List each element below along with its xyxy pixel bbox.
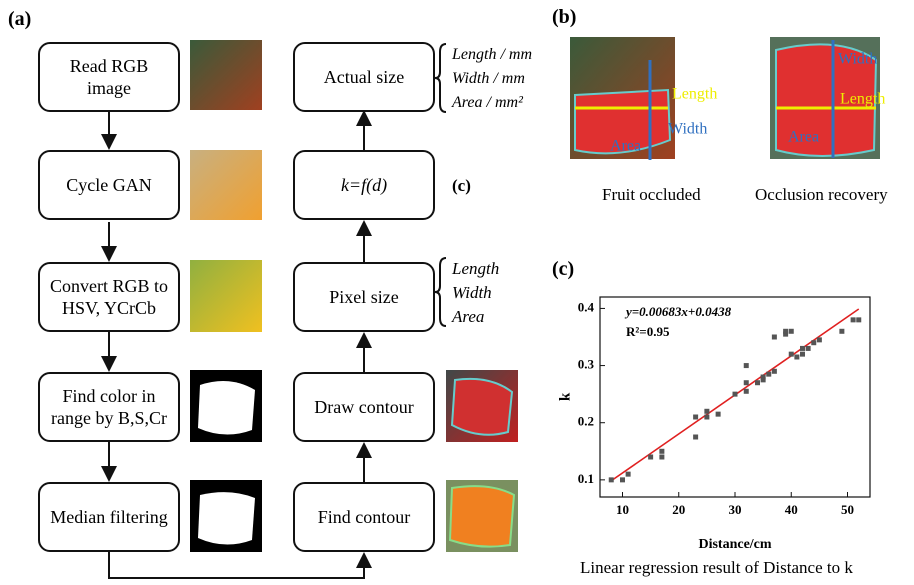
image-caption: Fruit occluded [602, 185, 701, 205]
x-tick-label: 50 [841, 502, 854, 517]
data-point [806, 346, 811, 351]
data-point [704, 409, 709, 414]
x-axis-label: Distance/cm [698, 537, 771, 552]
output-label: Length [452, 258, 499, 279]
data-point [856, 317, 861, 322]
y-tick-label: 0.2 [578, 414, 594, 429]
data-point [716, 412, 721, 417]
flow-step: Draw contour [293, 372, 435, 442]
y-tick-label: 0.1 [578, 471, 594, 486]
x-tick-label: 30 [729, 502, 742, 517]
panel-label: (a) [8, 8, 31, 31]
data-point [733, 392, 738, 397]
data-point [839, 329, 844, 334]
flow-step: Read RGB image [38, 42, 180, 112]
x-tick-label: 40 [785, 502, 798, 517]
data-point [761, 377, 766, 382]
data-point [817, 337, 822, 342]
flow-step: Find color in range by B,S,Cr [38, 372, 180, 442]
output-label: Width [452, 282, 492, 303]
x-tick-label: 20 [672, 502, 685, 517]
data-point [851, 317, 856, 322]
data-point [789, 329, 794, 334]
data-point [744, 389, 749, 394]
output-label: Width / mm [452, 68, 525, 89]
data-point [693, 435, 698, 440]
image-annotation: Area [610, 138, 641, 155]
data-point [794, 355, 799, 360]
y-tick-label: 0.3 [578, 357, 595, 372]
data-point [811, 340, 816, 345]
image-annotation: Length [840, 91, 885, 108]
panel-label: (c) [552, 258, 574, 281]
data-point [659, 449, 664, 454]
data-point [626, 472, 631, 477]
flow-step: k=f(d) [293, 150, 435, 220]
image-annotation: Area [788, 129, 819, 146]
x-tick-label: 10 [616, 502, 629, 517]
data-point [620, 477, 625, 482]
data-point [772, 369, 777, 374]
image-annotation: Width [668, 121, 707, 138]
reference-label: (c) [452, 176, 471, 196]
data-point [744, 380, 749, 385]
y-tick-label: 0.4 [578, 299, 595, 314]
r-squared: R²=0.95 [626, 324, 670, 339]
output-label: Area [452, 306, 484, 327]
flow-step: Cycle GAN [38, 150, 180, 220]
data-point [800, 346, 805, 351]
output-label: Area / mm² [452, 92, 523, 113]
data-point [755, 380, 760, 385]
data-point [659, 455, 664, 460]
data-point [704, 415, 709, 420]
data-point [693, 415, 698, 420]
data-point [766, 372, 771, 377]
data-point [609, 477, 614, 482]
flow-step: Pixel size [293, 262, 435, 332]
flow-step: Convert RGB to HSV, YCrCb [38, 262, 180, 332]
output-label: Length / mm [452, 44, 532, 65]
chart-caption: Linear regression result of Distance to … [580, 558, 853, 578]
y-axis-label: k [557, 392, 573, 401]
image-caption: Occlusion recovery [755, 185, 888, 205]
flow-step: Find contour [293, 482, 435, 552]
figure: Length Width Area Width Length Area 10 20 30 40 50… [0, 0, 914, 585]
panel-label: (b) [552, 6, 576, 29]
data-point [772, 335, 777, 340]
equation: y=0.00683x+0.0438 [624, 304, 732, 319]
flow-step: Median filtering [38, 482, 180, 552]
data-point [783, 329, 788, 334]
data-point [789, 352, 794, 357]
image-annotation: Length [672, 86, 717, 103]
image-annotation: Width [838, 51, 877, 68]
flow-step: Actual size [293, 42, 435, 112]
data-point [800, 352, 805, 357]
data-point [648, 455, 653, 460]
data-point [744, 363, 749, 368]
